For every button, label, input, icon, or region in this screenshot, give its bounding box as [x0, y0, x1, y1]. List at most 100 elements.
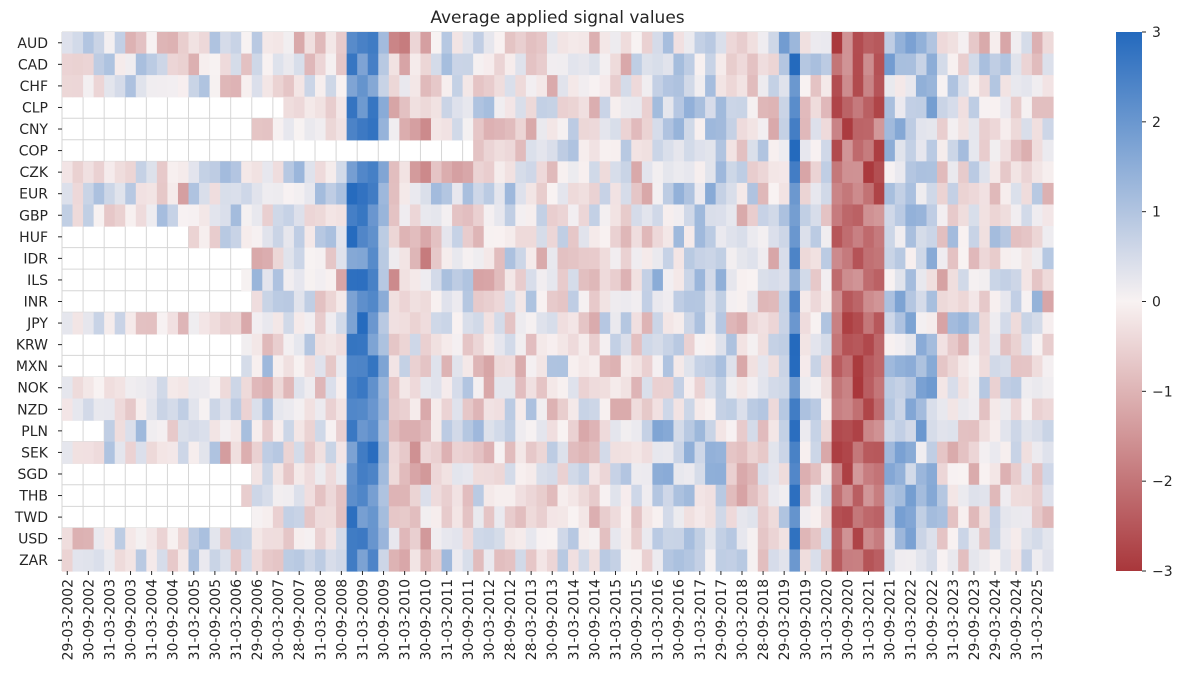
heatmap-cell [494, 32, 506, 55]
heatmap-cell [1042, 161, 1054, 184]
heatmap-cell [684, 376, 696, 400]
heatmap-cell [757, 226, 769, 249]
heatmap-cell [641, 463, 653, 486]
heatmap-cell [821, 204, 833, 227]
heatmap-cell [884, 527, 896, 551]
heatmap-cell [884, 118, 896, 141]
heatmap-cell [979, 420, 991, 443]
heatmap-cell [515, 226, 527, 249]
heatmap-cell [568, 441, 580, 464]
heatmap-cell [262, 32, 274, 55]
heatmap-cell [251, 161, 263, 184]
heatmap-cell [705, 226, 717, 249]
heatmap-cell [631, 312, 643, 335]
heatmap-cell [409, 549, 422, 572]
heatmap-cell [768, 53, 780, 76]
heatmap-cell [673, 247, 685, 270]
x-tick-label: 30-09-2009 [377, 579, 393, 660]
heatmap-cell [146, 32, 158, 55]
heatmap-cell [821, 398, 833, 421]
heatmap-cell [557, 161, 569, 184]
heatmap-cell [430, 75, 443, 98]
heatmap-cell [378, 506, 390, 529]
heatmap-cell [93, 527, 105, 551]
heatmap-cell [768, 290, 780, 313]
heatmap-cell [989, 527, 1001, 551]
heatmap-cell [578, 549, 590, 572]
heatmap-cell [979, 355, 991, 378]
heatmap-cell [72, 527, 84, 551]
heatmap-cell [652, 484, 664, 507]
heatmap-cell [673, 312, 685, 335]
heatmap-cell [799, 139, 812, 162]
heatmap-cell [726, 484, 738, 507]
heatmap-cell [177, 161, 190, 184]
heatmap-cell [388, 376, 400, 400]
heatmap-cell [367, 527, 379, 551]
heatmap-cell [662, 269, 675, 292]
heatmap-cell [230, 549, 242, 572]
heatmap-cell [631, 161, 643, 184]
heatmap-cell [336, 376, 348, 400]
heatmap-cell [726, 527, 738, 551]
heatmap-cell [346, 75, 358, 98]
heatmap-cell [684, 118, 696, 141]
heatmap-cell [452, 161, 464, 184]
heatmap-cell [578, 53, 590, 76]
heatmap-cell [399, 32, 411, 55]
heatmap-cell [494, 463, 506, 486]
heatmap-cell [926, 484, 938, 507]
heatmap-cell [199, 204, 211, 227]
heatmap-cell [125, 312, 137, 335]
heatmap-cell [336, 226, 348, 249]
y-tick-label: GBP [19, 208, 48, 224]
heatmap-cell [568, 204, 580, 227]
heatmap-cell [409, 204, 422, 227]
heatmap-cell [631, 226, 643, 249]
heatmap-cell [778, 32, 791, 55]
heatmap-cell [705, 463, 717, 486]
heatmap-cell [473, 182, 485, 206]
heatmap-cell [694, 226, 706, 249]
heatmap-cell [114, 420, 126, 443]
heatmap-cell [1010, 441, 1022, 464]
heatmap-cell [399, 484, 411, 507]
heatmap-cell [441, 333, 453, 356]
heatmap-cell [241, 161, 253, 184]
heatmap-cell [346, 333, 358, 356]
heatmap-cell [947, 376, 959, 400]
heatmap-cell [557, 376, 569, 400]
heatmap-cell [272, 53, 284, 76]
heatmap-cell [251, 398, 263, 421]
heatmap-cell [367, 333, 379, 356]
heatmap-cell [673, 333, 685, 356]
x-tick-label: 30-09-2016 [672, 579, 688, 660]
heatmap-cell [462, 398, 474, 421]
heatmap-cell [652, 527, 664, 551]
heatmap-cell [135, 75, 147, 98]
heatmap-cell [367, 247, 379, 270]
heatmap-cell [409, 161, 422, 184]
heatmap-cell [715, 420, 727, 443]
heatmap-cell [652, 118, 664, 141]
heatmap-cell [915, 118, 928, 141]
heatmap-cell [494, 441, 506, 464]
heatmap-cell [388, 75, 400, 98]
heatmap-cell [799, 333, 812, 356]
heatmap-cell [947, 420, 959, 443]
heatmap-cell [894, 398, 907, 421]
heatmap-cell [757, 420, 769, 443]
heatmap-cell [557, 398, 569, 421]
heatmap-cell [199, 527, 211, 551]
heatmap-cell [283, 290, 295, 313]
heatmap-cell [546, 53, 559, 76]
heatmap-cell [473, 161, 485, 184]
heatmap-cell [979, 226, 991, 249]
heatmap-cell [631, 182, 643, 206]
heatmap-cell [810, 290, 822, 313]
heatmap-cell [863, 290, 875, 313]
heatmap-cell [452, 398, 464, 421]
heatmap-cell [778, 333, 791, 356]
heatmap-cell [694, 269, 706, 292]
heatmap-cell [462, 53, 474, 76]
